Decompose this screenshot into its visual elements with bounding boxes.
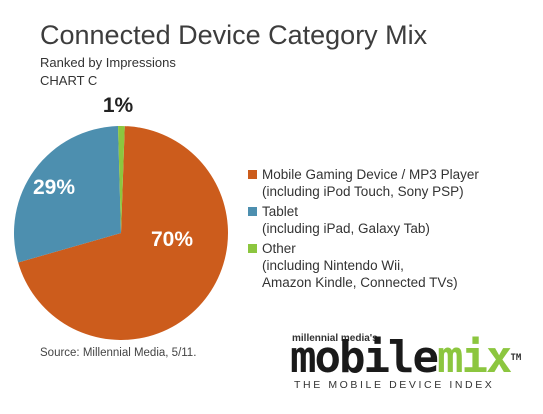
- legend-label: (including iPad, Galaxy Tab): [262, 221, 430, 236]
- chart-subtitle: Ranked by Impressions: [40, 55, 176, 70]
- mobilemix-logo: millennial media's mobilemixTM THE MOBIL…: [290, 333, 535, 393]
- chart-label: CHART C: [40, 73, 98, 88]
- legend-label: Tablet: [262, 204, 299, 219]
- logo-mix: mix: [436, 332, 512, 383]
- legend-label: Amazon Kindle, Connected TVs): [262, 275, 458, 290]
- legend-label: Mobile Gaming Device / MP3 Player: [262, 167, 479, 182]
- legend-swatch: [248, 244, 257, 253]
- logo-wordmark: mobilemixTM: [290, 336, 521, 380]
- pie-slice: [14, 126, 122, 263]
- legend-swatch: [248, 170, 257, 179]
- chart-title: Connected Device Category Mix: [40, 20, 428, 50]
- slice-value-label: 29%: [33, 176, 75, 199]
- slice-value-label: 1%: [103, 94, 134, 117]
- logo-tm: TM: [510, 353, 522, 363]
- legend-label: (including Nintendo Wii,: [262, 258, 404, 273]
- legend-item: Tablet (including iPad, Galaxy Tab): [248, 203, 538, 237]
- logo-top-text: millennial media's: [292, 333, 378, 344]
- source-note: Source: Millennial Media, 5/11.: [40, 347, 197, 359]
- pie-slice: [118, 126, 125, 233]
- pie-slice: [18, 126, 228, 340]
- legend-item: Mobile Gaming Device / MP3 Player (includ…: [248, 166, 538, 200]
- logo-tagline: THE MOBILE DEVICE INDEX: [294, 379, 495, 391]
- legend-item: Other (including Nintendo Wii, Amazon Kind…: [248, 240, 538, 291]
- legend-swatch: [248, 207, 257, 216]
- chart-legend: Mobile Gaming Device / MP3 Player (includ…: [248, 166, 538, 294]
- slice-value-label: 70%: [151, 228, 193, 251]
- logo-mobile: mobile: [290, 332, 439, 383]
- legend-label: Other: [262, 241, 296, 256]
- legend-label: (including iPod Touch, Sony PSP): [262, 184, 464, 199]
